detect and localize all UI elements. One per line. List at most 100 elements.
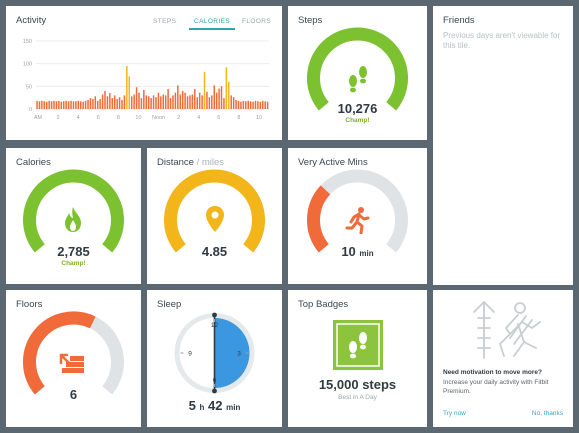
promo-tile: Need motivation to move more? Increase y… [433,290,573,427]
flame-icon [65,207,81,232]
floors-gauge [23,311,124,395]
chart-bar [247,100,249,109]
x-tick-label: 10 [135,115,141,121]
clock-label-12: 12 [211,322,219,329]
activity-tile[interactable]: Activity STEPS CALORIES FLOORS 150 100 50 0… [6,6,282,140]
chart-bar [65,100,67,109]
chart-bar [196,97,198,109]
distance-gauge [164,169,265,253]
chart-bar [254,100,257,109]
runner-outline-icon [473,301,541,359]
chart-bar [181,90,184,109]
chart-bar [155,97,157,109]
y-tick-label: 150 [23,39,32,45]
promo-body: Increase your daily activity with Fitbit… [443,379,549,395]
chart-bar [220,86,223,109]
active-mins-tile[interactable]: Very Active Mins 10 min [288,148,427,284]
chart-bar [147,96,150,109]
badge-image [333,320,383,370]
steps-tile[interactable]: Steps 10,276 Champ! [288,6,427,140]
chart-bar [58,100,60,109]
chart-bar [198,92,201,109]
chart-bar [249,101,252,109]
chart-bar [128,76,131,109]
chart-bar [84,100,87,109]
chart-bar [101,94,104,109]
sleep-tile[interactable]: Sleep 12 3 6 9 5 h 42 min [147,290,282,427]
activity-tabs: STEPS CALORIES FLOORS [147,18,271,30]
chart-bar [140,98,143,109]
x-tick-label: 10 [256,115,262,121]
chart-bar [130,96,133,109]
chart-bar [164,95,167,109]
chart-bar [104,90,106,109]
chart-bar [72,101,75,109]
floors-value: 6 [69,387,78,402]
chart-bar [167,89,169,109]
friends-tile[interactable]: Friends Previous days aren't viewable fo… [433,6,573,285]
steps-champ-label: Champ! [345,117,370,124]
chart-bar [41,100,43,109]
chart-bar [133,94,135,109]
distance-tile[interactable]: Distance / miles 4.85 [147,148,282,284]
badges-tile[interactable]: Top Badges 15,000 steps Best in A Day [288,290,427,427]
chart-bar [189,95,191,109]
calories-gauge [23,169,124,253]
active-mins-unit: min [359,249,374,258]
chart-bar [135,87,138,109]
tab-steps[interactable]: STEPS [153,18,177,25]
x-tick-label: AM [34,115,43,121]
y-tick-label: 50 [26,84,32,90]
map-pin-icon [206,206,224,232]
chart-bar [215,92,218,109]
distance-title-text: Distance [157,157,194,168]
chart-bar [201,95,203,109]
chart-bar [109,93,111,109]
active-tab-underline [189,28,235,30]
activity-title: Activity [16,15,47,26]
steps-title: Steps [298,15,323,26]
chart-bar [223,98,225,109]
chart-bar [82,101,84,109]
chart-bar [152,95,155,109]
chart-bar [203,71,206,109]
chart-bar [150,98,152,109]
chart-bar [116,99,118,109]
friends-message: Previous days aren't viewable for this t… [443,31,561,50]
calories-tile[interactable]: Calories 2,785 Champ! [6,148,141,284]
floors-tile[interactable]: Floors 6 [6,290,141,427]
chart-bar [225,67,228,109]
distance-unit-label: / miles [193,157,225,168]
sleep-title: Sleep [157,299,182,310]
chart-bar [94,96,97,109]
tab-floors[interactable]: FLOORS [242,18,272,25]
chart-bar [266,101,269,109]
active-mins-title: Very Active Mins [298,157,368,168]
chart-bar [206,91,208,109]
y-tick-label: 0 [29,107,32,113]
no-thanks-link[interactable]: No, thanks [531,410,563,417]
chart-bar [121,99,123,109]
chart-bar [36,100,38,109]
x-tick-label: Noon [152,115,165,121]
chart-bar [89,98,92,109]
calories-title: Calories [16,157,51,168]
gauge-progress [307,27,408,111]
x-tick-label: 8 [117,115,120,121]
badge-name: 15,000 steps [318,377,397,392]
active-mins-value-row: 10 min [288,244,427,259]
chart-bar [138,92,140,109]
tab-calories[interactable]: CALORIES [194,18,231,25]
x-tick-label: 4 [77,115,80,121]
chart-bar [123,95,126,109]
chart-bar [43,101,46,109]
chart-bar [218,88,220,109]
chart-bar [60,101,63,109]
chart-bar [230,95,232,109]
chart-bar [208,97,211,109]
calories-value: 2,785 [57,244,90,259]
distance-title: Distance / miles [157,157,224,168]
try-now-link[interactable]: Try now [443,410,466,417]
gauge-progress [307,185,331,253]
chart-bar [177,85,179,109]
